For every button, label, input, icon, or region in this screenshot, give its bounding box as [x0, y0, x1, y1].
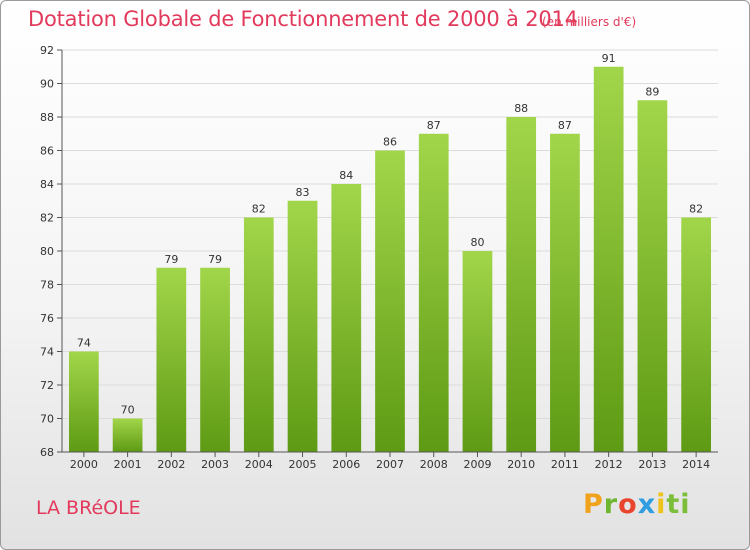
bar-value-label: 80 [470, 236, 484, 249]
bar-value-label: 70 [121, 404, 135, 417]
bar [637, 100, 668, 452]
x-tick-label: 2011 [551, 458, 579, 471]
commune-name: LA BRéOLE [36, 497, 141, 519]
logo-letter: P [583, 489, 604, 520]
bar-value-label: 79 [164, 253, 178, 266]
bar [462, 251, 493, 452]
y-tick-label: 84 [40, 178, 54, 191]
bar-value-label: 83 [296, 186, 310, 199]
x-tick-label: 2009 [463, 458, 491, 471]
y-tick-label: 88 [40, 111, 54, 124]
logo-letter: ti [666, 489, 691, 520]
y-tick-label: 72 [40, 379, 54, 392]
bar [287, 200, 318, 452]
y-tick-label: 90 [40, 78, 54, 91]
bar-value-label: 89 [645, 85, 659, 98]
x-tick-label: 2004 [245, 458, 273, 471]
bar [593, 66, 624, 452]
y-tick-label: 82 [40, 212, 54, 225]
bar-value-label: 91 [602, 52, 616, 65]
x-tick-label: 2005 [289, 458, 317, 471]
y-tick-label: 70 [40, 413, 54, 426]
x-tick-label: 2007 [376, 458, 404, 471]
y-tick-label: 86 [40, 145, 54, 158]
x-tick-label: 2014 [682, 458, 710, 471]
x-tick-label: 2010 [507, 458, 535, 471]
bar [418, 133, 449, 452]
x-tick-label: 2008 [420, 458, 448, 471]
y-tick-label: 80 [40, 245, 54, 258]
logo-letter: o [618, 489, 638, 520]
proxiti-logo[interactable]: Proxiti [583, 489, 691, 520]
y-tick-label: 68 [40, 446, 54, 459]
x-tick-label: 2003 [201, 458, 229, 471]
bar [68, 351, 99, 452]
chart-title: Dotation Globale de Fonctionnement de 20… [28, 7, 578, 31]
bar [331, 184, 362, 452]
logo-letter: i [656, 489, 667, 520]
bar-value-label: 86 [383, 136, 397, 149]
x-tick-label: 2000 [70, 458, 98, 471]
logo-letter: r [603, 489, 619, 520]
bar [243, 217, 274, 452]
y-tick-label: 76 [40, 312, 54, 325]
bar-value-label: 87 [427, 119, 441, 132]
bar [112, 418, 143, 452]
bar-value-label: 82 [689, 203, 703, 216]
bar-value-label: 87 [558, 119, 572, 132]
x-tick-label: 2013 [638, 458, 666, 471]
logo-letter: x [637, 489, 657, 520]
bar [681, 217, 712, 452]
x-tick-label: 2001 [114, 458, 142, 471]
bar-value-label: 74 [77, 337, 91, 350]
x-tick-label: 2006 [332, 458, 360, 471]
bar-value-label: 82 [252, 203, 266, 216]
y-tick-label: 78 [40, 279, 54, 292]
bar [550, 133, 580, 452]
bar [375, 150, 405, 452]
y-tick-label: 92 [40, 44, 54, 57]
bar-value-label: 79 [208, 253, 222, 266]
chart-unit: (en milliers d'€) [542, 15, 637, 29]
bar [506, 117, 537, 452]
y-tick-label: 74 [40, 346, 54, 359]
x-tick-label: 2002 [157, 458, 185, 471]
bar-value-label: 88 [514, 102, 528, 115]
bar-value-label: 84 [339, 169, 353, 182]
bar [200, 267, 230, 452]
x-tick-label: 2012 [595, 458, 623, 471]
bar [156, 267, 187, 452]
